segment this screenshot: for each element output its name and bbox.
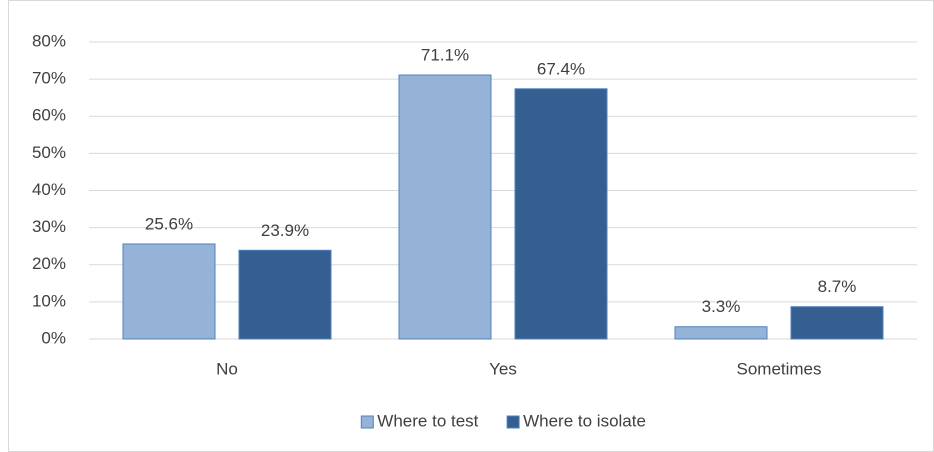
x-tick-label: Sometimes [736, 359, 821, 378]
value-label: 8.7% [818, 277, 857, 296]
bar [514, 88, 608, 340]
y-tick-label: 50% [32, 143, 66, 162]
value-label: 67.4% [537, 59, 585, 78]
x-tick-label: No [216, 359, 238, 378]
y-tick-label: 80% [32, 31, 66, 50]
y-tick-label: 40% [32, 180, 66, 199]
bar [238, 249, 332, 340]
y-tick-label: 10% [32, 291, 66, 310]
value-label: 3.3% [702, 297, 741, 316]
y-tick-label: 30% [32, 217, 66, 236]
legend-swatch [360, 415, 374, 429]
y-tick-label: 70% [32, 69, 66, 88]
legend-label: Where to isolate [523, 411, 646, 430]
y-tick-label: 60% [32, 106, 66, 125]
value-label: 71.1% [421, 46, 469, 65]
bar [398, 74, 492, 340]
bar [122, 243, 216, 340]
legend-label: Where to test [377, 411, 478, 430]
x-tick-label: Yes [489, 359, 517, 378]
y-tick-label: 0% [41, 328, 66, 347]
legend-swatch [506, 415, 520, 429]
bar [674, 326, 768, 340]
value-label: 23.9% [261, 221, 309, 240]
value-label: 25.6% [145, 214, 193, 233]
y-tick-label: 20% [32, 254, 66, 273]
bar [790, 306, 884, 340]
